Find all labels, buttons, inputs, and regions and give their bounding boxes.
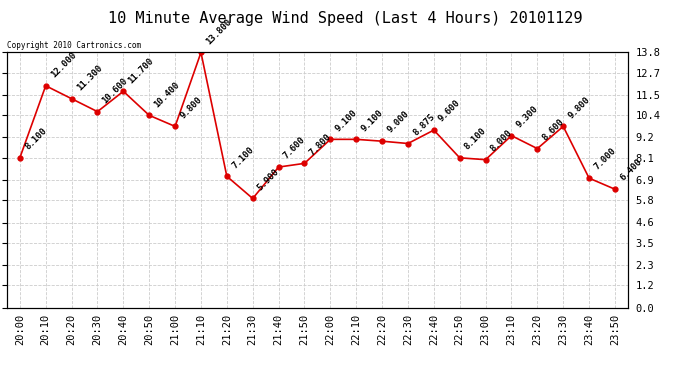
Text: 9.800: 9.800	[566, 94, 592, 120]
Text: 8.100: 8.100	[23, 126, 48, 152]
Text: 13.800: 13.800	[204, 17, 233, 46]
Text: 7.800: 7.800	[308, 132, 333, 157]
Text: 12.000: 12.000	[49, 50, 78, 80]
Text: 8.600: 8.600	[540, 117, 566, 142]
Text: 7.000: 7.000	[592, 146, 618, 172]
Text: 5.900: 5.900	[256, 167, 282, 192]
Text: 9.100: 9.100	[333, 108, 359, 133]
Text: 8.000: 8.000	[489, 128, 514, 153]
Text: 7.600: 7.600	[282, 135, 307, 161]
Text: 11.700: 11.700	[126, 56, 156, 85]
Text: 6.400: 6.400	[618, 158, 644, 183]
Text: 9.300: 9.300	[515, 104, 540, 129]
Text: 9.000: 9.000	[385, 110, 411, 135]
Text: 7.100: 7.100	[230, 144, 255, 170]
Text: 9.100: 9.100	[359, 108, 385, 133]
Text: 8.875: 8.875	[411, 112, 437, 137]
Text: 10.600: 10.600	[101, 76, 130, 105]
Text: 10 Minute Average Wind Speed (Last 4 Hours) 20101129: 10 Minute Average Wind Speed (Last 4 Hou…	[108, 11, 582, 26]
Text: Copyright 2010 Cartronics.com: Copyright 2010 Cartronics.com	[7, 41, 141, 50]
Text: 9.800: 9.800	[178, 94, 204, 120]
Text: 11.300: 11.300	[75, 63, 104, 92]
Text: 9.600: 9.600	[437, 98, 462, 124]
Text: 8.100: 8.100	[463, 126, 489, 152]
Text: 10.400: 10.400	[152, 80, 181, 109]
